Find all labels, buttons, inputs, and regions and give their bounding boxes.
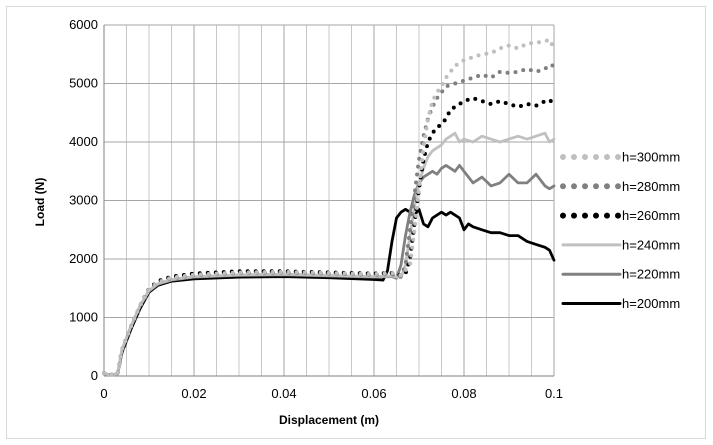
y-tick-label: 3000 bbox=[69, 193, 98, 208]
y-tick-label: 5000 bbox=[69, 76, 98, 91]
tick-labels: 0 1000 2000 3000 4000 5000 6000 0 0.02 0.04 0.06 0.… bbox=[69, 17, 563, 401]
y-tick-label: 0 bbox=[91, 368, 98, 383]
legend-label: h=240mm bbox=[622, 237, 680, 252]
y-tick-label: 2000 bbox=[69, 251, 98, 266]
x-tick-label: 0 bbox=[100, 386, 107, 401]
legend-label: h=200mm bbox=[622, 296, 680, 311]
x-tick-label: 0.1 bbox=[545, 386, 563, 401]
y-tick-label: 1000 bbox=[69, 310, 98, 325]
gridlines bbox=[104, 24, 555, 376]
x-tick-label: 0.04 bbox=[271, 386, 296, 401]
legend-label: h=260mm bbox=[622, 208, 680, 223]
x-axis-title: Displacement (m) bbox=[279, 413, 379, 427]
legend: h=300mm h=280mm h=260mm h=240mm h=220mm h=200… bbox=[560, 150, 680, 311]
y-axis-title: Load (N) bbox=[33, 178, 47, 227]
series-line-h-280mm bbox=[102, 62, 556, 377]
x-tick-label: 0.08 bbox=[451, 386, 476, 401]
x-tick-label: 0.06 bbox=[361, 386, 386, 401]
legend-label: h=300mm bbox=[622, 150, 680, 165]
legend-label: h=220mm bbox=[622, 267, 680, 282]
chart-area bbox=[6, 6, 706, 439]
y-tick-label: 4000 bbox=[69, 134, 98, 149]
y-tick-label: 6000 bbox=[69, 17, 98, 32]
series-layer bbox=[102, 37, 556, 377]
legend-label: h=280mm bbox=[622, 179, 680, 194]
x-tick-label: 0.02 bbox=[181, 386, 206, 401]
axes bbox=[103, 25, 554, 377]
